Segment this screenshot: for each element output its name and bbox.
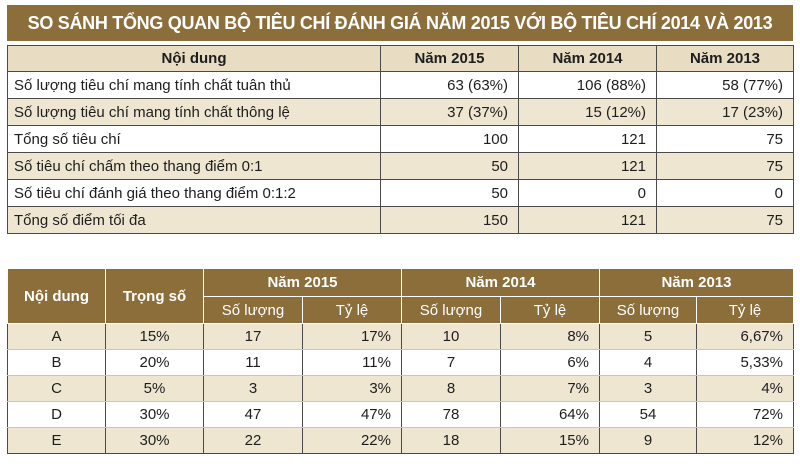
cell-2015: 100 bbox=[380, 125, 519, 153]
table-row: B 20% 11 11% 7 6% 4 5,33% bbox=[7, 349, 794, 376]
cell-ratio-2015: 17% bbox=[302, 323, 402, 350]
cell-2014: 121 bbox=[518, 125, 657, 153]
cell-weight: 15% bbox=[105, 323, 204, 350]
cell-content: A bbox=[7, 323, 106, 350]
cell-2013: 75 bbox=[656, 206, 794, 234]
header-year-2015: Năm 2015 bbox=[380, 45, 519, 72]
subheader-ratio-2015: Tỷ lệ bbox=[302, 296, 402, 324]
cell-count-2014: 8 bbox=[401, 375, 501, 402]
cell-weight: 30% bbox=[105, 401, 204, 428]
cell-2013: 58 (77%) bbox=[656, 71, 794, 99]
overview-table: Nội dung Năm 2015 Năm 2014 Năm 2013 Số l… bbox=[7, 45, 794, 234]
subheader-ratio-2014: Tỷ lệ bbox=[500, 296, 600, 324]
table-header-row: Nội dung Năm 2015 Năm 2014 Năm 2013 bbox=[7, 45, 794, 72]
cell-2015: 50 bbox=[380, 179, 519, 207]
header-year-2014: Năm 2014 bbox=[518, 45, 657, 72]
table-row: Tổng số điểm tối đa 150 121 75 bbox=[7, 206, 794, 234]
cell-ratio-2015: 3% bbox=[302, 375, 402, 402]
row-label: Số tiêu chí chấm theo thang điểm 0:1 bbox=[7, 152, 381, 180]
cell-ratio-2013: 4% bbox=[696, 375, 794, 402]
cell-ratio-2014: 64% bbox=[500, 401, 600, 428]
cell-count-2014: 7 bbox=[401, 349, 501, 376]
cell-weight: 5% bbox=[105, 375, 204, 402]
cell-count-2013: 54 bbox=[599, 401, 697, 428]
cell-content: C bbox=[7, 375, 106, 402]
row-label: Số tiêu chí đánh giá theo thang điểm 0:1… bbox=[7, 179, 381, 207]
row-label: Số lượng tiêu chí mang tính chất tuân th… bbox=[7, 71, 381, 99]
cell-2015: 50 bbox=[380, 152, 519, 180]
cell-ratio-2013: 5,33% bbox=[696, 349, 794, 376]
cell-weight: 30% bbox=[105, 427, 204, 454]
table-row: D 30% 47 47% 78 64% 54 72% bbox=[7, 401, 794, 428]
cell-count-2013: 4 bbox=[599, 349, 697, 376]
cell-count-2015: 11 bbox=[203, 349, 303, 376]
table-header-row: Nội dung Trọng số Năm 2015 Năm 2014 Năm … bbox=[7, 268, 794, 324]
table-row: Tổng số tiêu chí 100 121 75 bbox=[7, 125, 794, 153]
subheader-count-2013: Số lượng bbox=[599, 296, 697, 324]
subheader-count-2014: Số lượng bbox=[401, 296, 501, 324]
header-content: Nội dung bbox=[7, 45, 381, 72]
subheader-count-2015: Số lượng bbox=[203, 296, 303, 324]
table-row: A 15% 17 17% 10 8% 5 6,67% bbox=[7, 323, 794, 350]
table-row: Số lượng tiêu chí mang tính chất tuân th… bbox=[7, 71, 794, 99]
cell-count-2015: 47 bbox=[203, 401, 303, 428]
cell-count-2013: 9 bbox=[599, 427, 697, 454]
cell-2014: 121 bbox=[518, 152, 657, 180]
header-content: Nội dung bbox=[7, 268, 106, 324]
cell-2015: 63 (63%) bbox=[380, 71, 519, 99]
header-year-2013: Năm 2013 bbox=[656, 45, 794, 72]
cell-ratio-2014: 8% bbox=[500, 323, 600, 350]
cell-count-2013: 5 bbox=[599, 323, 697, 350]
subheader-ratio-2013: Tỷ lệ bbox=[696, 296, 794, 324]
header-year-2014: Năm 2014 bbox=[401, 268, 600, 297]
cell-count-2014: 18 bbox=[401, 427, 501, 454]
cell-ratio-2015: 47% bbox=[302, 401, 402, 428]
cell-2015: 37 (37%) bbox=[380, 98, 519, 126]
header-year-2015: Năm 2015 bbox=[203, 268, 402, 297]
weight-table: Nội dung Trọng số Năm 2015 Năm 2014 Năm … bbox=[7, 268, 794, 454]
cell-2013: 0 bbox=[656, 179, 794, 207]
cell-count-2014: 10 bbox=[401, 323, 501, 350]
cell-2013: 75 bbox=[656, 152, 794, 180]
cell-count-2014: 78 bbox=[401, 401, 501, 428]
table-row: Số tiêu chí đánh giá theo thang điểm 0:1… bbox=[7, 179, 794, 207]
table-row: E 30% 22 22% 18 15% 9 12% bbox=[7, 427, 794, 454]
cell-count-2013: 3 bbox=[599, 375, 697, 402]
cell-2014: 0 bbox=[518, 179, 657, 207]
table-row: C 5% 3 3% 8 7% 3 4% bbox=[7, 375, 794, 402]
table-row: Số tiêu chí chấm theo thang điểm 0:1 50 … bbox=[7, 152, 794, 180]
row-label: Số lượng tiêu chí mang tính chất thông l… bbox=[7, 98, 381, 126]
cell-count-2015: 17 bbox=[203, 323, 303, 350]
cell-ratio-2014: 15% bbox=[500, 427, 600, 454]
row-label: Tổng số tiêu chí bbox=[7, 125, 381, 153]
table-subheader-row: Số lượng Tỷ lệ Số lượng Tỷ lệ Số lượng T… bbox=[8, 296, 794, 324]
cell-ratio-2014: 6% bbox=[500, 349, 600, 376]
cell-2015: 150 bbox=[380, 206, 519, 234]
cell-2013: 75 bbox=[656, 125, 794, 153]
cell-2014: 121 bbox=[518, 206, 657, 234]
cell-ratio-2013: 72% bbox=[696, 401, 794, 428]
cell-2014: 106 (88%) bbox=[518, 71, 657, 99]
cell-ratio-2014: 7% bbox=[500, 375, 600, 402]
row-label: Tổng số điểm tối đa bbox=[7, 206, 381, 234]
cell-content: E bbox=[7, 427, 106, 454]
cell-count-2015: 22 bbox=[203, 427, 303, 454]
cell-weight: 20% bbox=[105, 349, 204, 376]
cell-ratio-2015: 11% bbox=[302, 349, 402, 376]
table-row: Số lượng tiêu chí mang tính chất thông l… bbox=[7, 98, 794, 126]
header-weight: Trọng số bbox=[105, 268, 204, 324]
cell-ratio-2013: 12% bbox=[696, 427, 794, 454]
cell-content: B bbox=[7, 349, 106, 376]
table1-title: SO SÁNH TỔNG QUAN BỘ TIÊU CHÍ ĐÁNH GIÁ N… bbox=[7, 5, 793, 41]
cell-2014: 15 (12%) bbox=[518, 98, 657, 126]
cell-ratio-2013: 6,67% bbox=[696, 323, 794, 350]
cell-2013: 17 (23%) bbox=[656, 98, 794, 126]
cell-ratio-2015: 22% bbox=[302, 427, 402, 454]
cell-count-2015: 3 bbox=[203, 375, 303, 402]
cell-content: D bbox=[7, 401, 106, 428]
header-year-2013: Năm 2013 bbox=[599, 268, 794, 297]
